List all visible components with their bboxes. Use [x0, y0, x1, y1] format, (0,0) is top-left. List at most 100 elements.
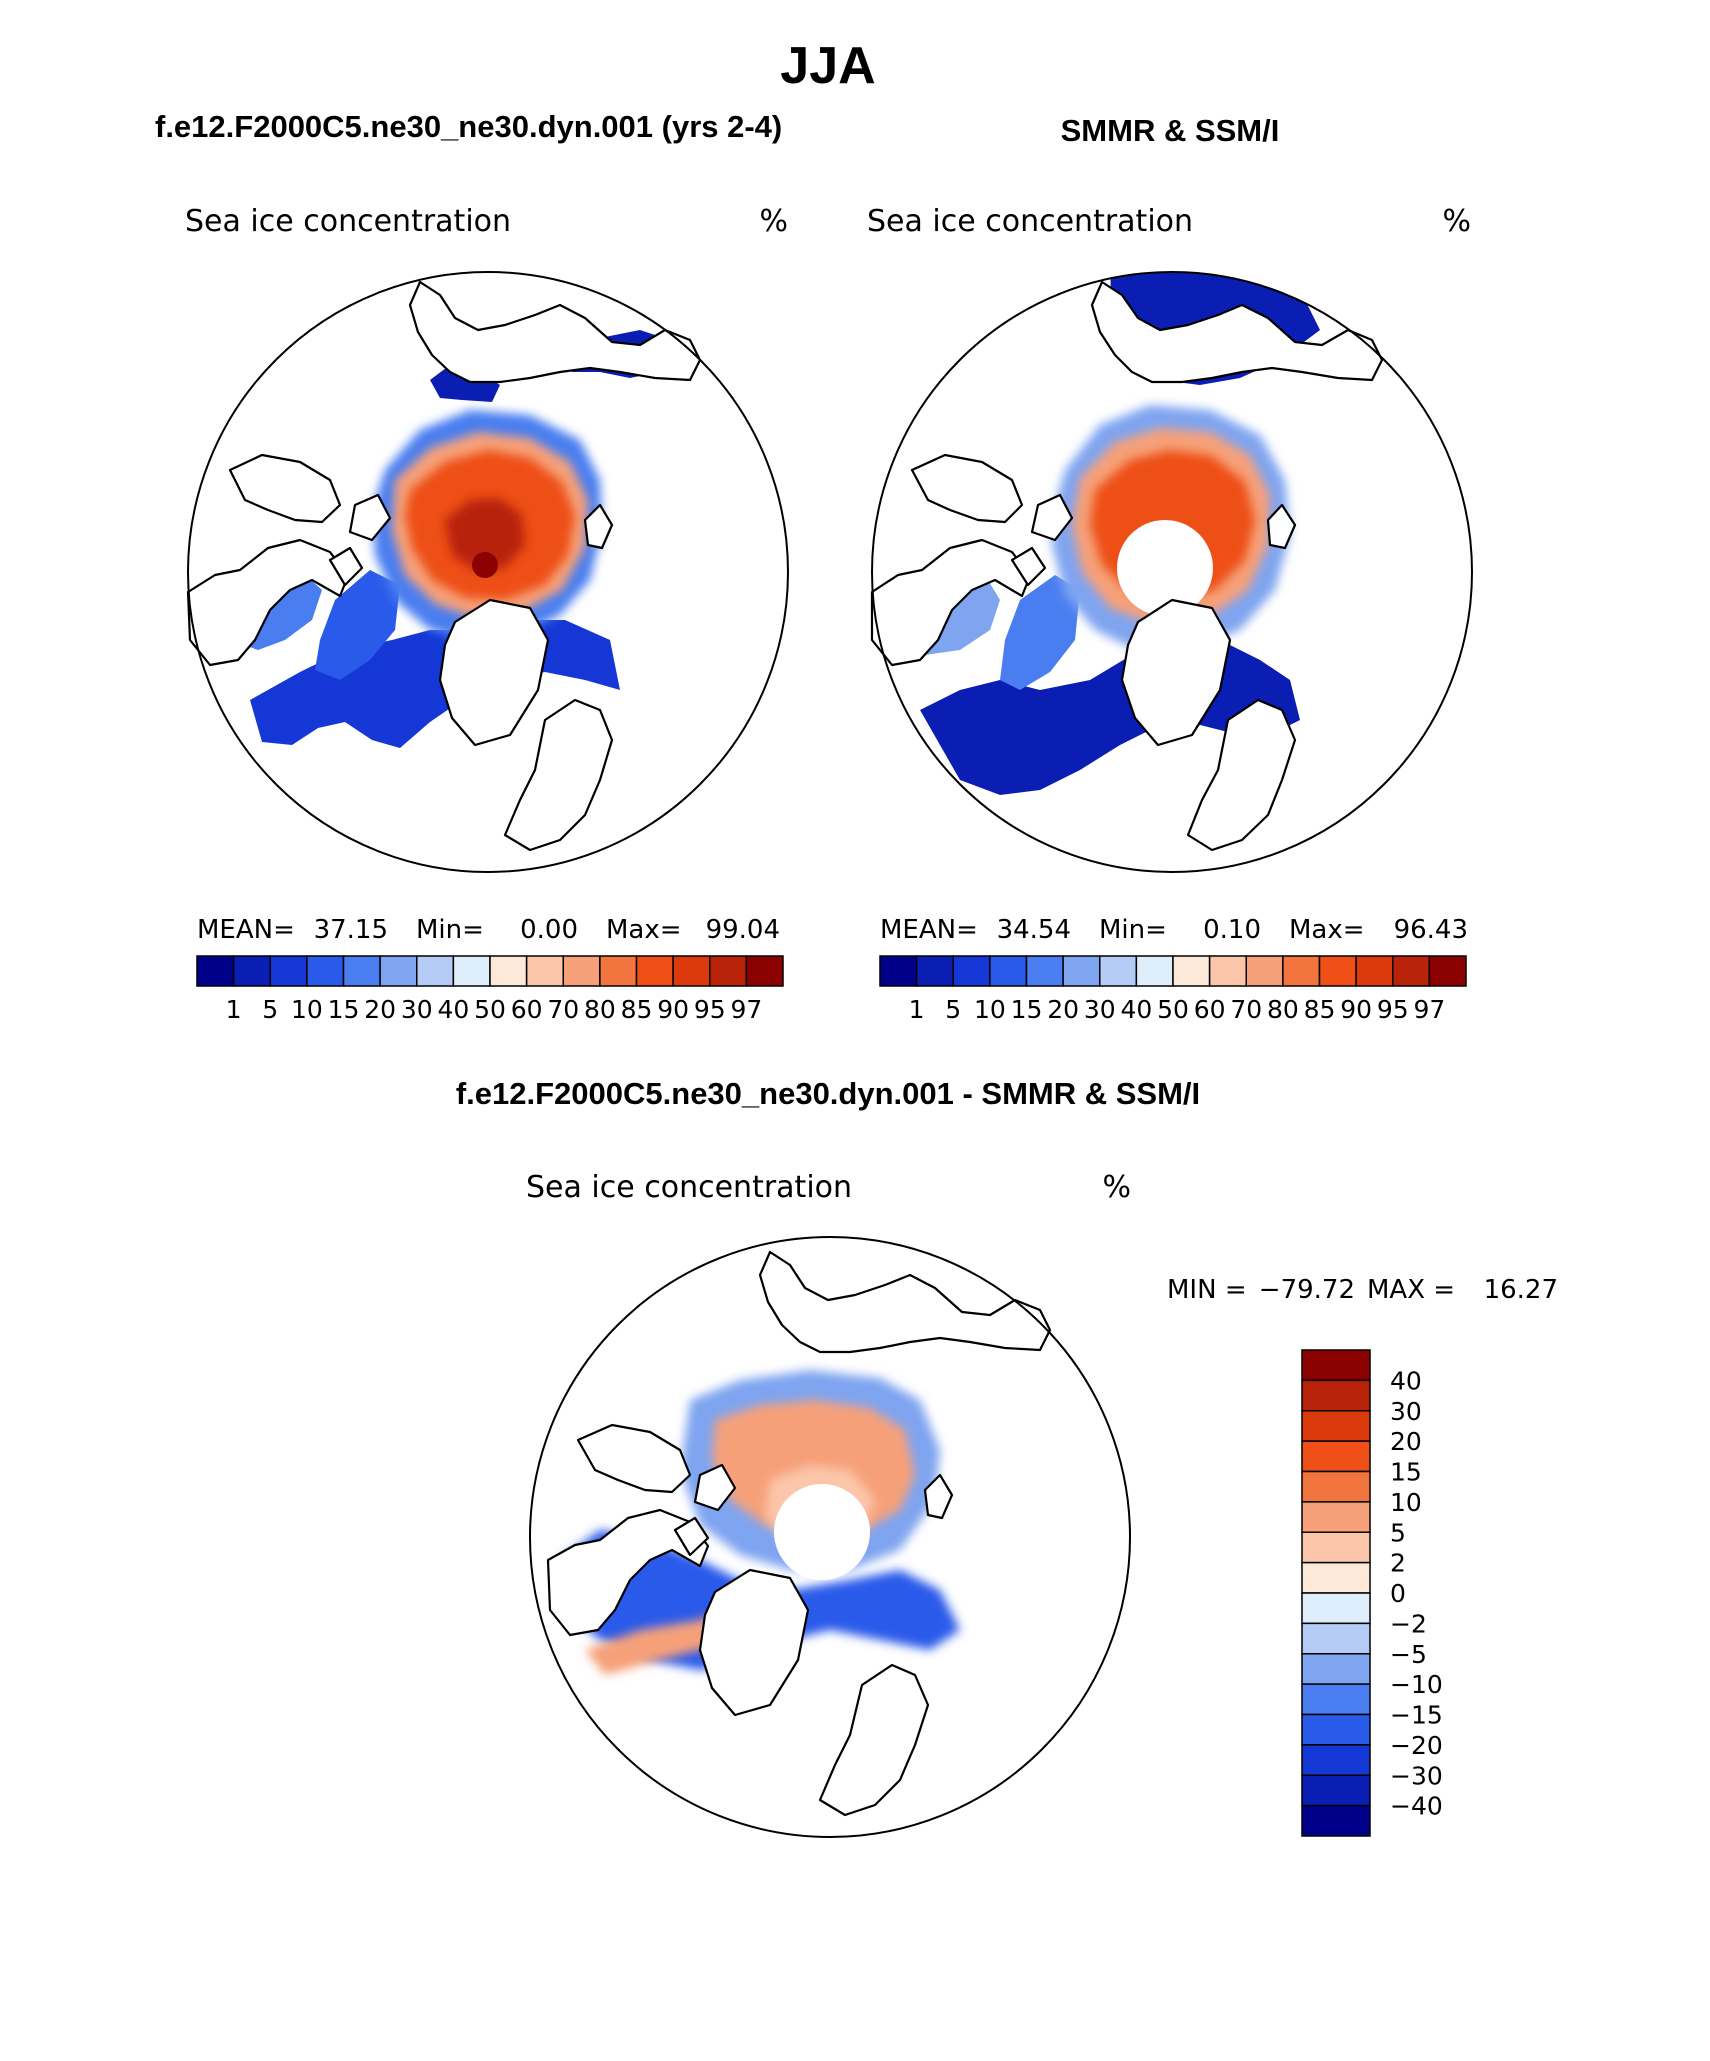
colorbar-3-tick-label: 30: [1390, 1397, 1422, 1426]
map-1-ice-max: [472, 552, 498, 578]
panel-1-mean-label: MEAN=: [197, 915, 295, 945]
panel-2-max-value: 96.43: [1394, 915, 1468, 945]
colorbar-3-tick-label: −10: [1390, 1670, 1443, 1699]
map-1-canada: [186, 538, 350, 667]
colorbar-2-swatch: [1392, 955, 1431, 987]
colorbar-2: 1 5 10 15 20 30 40 50 60 70 80 85 90 95 97: [879, 955, 1467, 1024]
map-2-canada: [870, 538, 1032, 667]
colorbar-3-tick-label: −40: [1390, 1792, 1443, 1821]
panel-3-max-label: MAX =: [1367, 1275, 1455, 1305]
panel-3-title: f.e12.F2000C5.ne30_ne30.dyn.001 - SMMR &…: [456, 1076, 1200, 1111]
colorbar-3-tick-label: −15: [1390, 1701, 1443, 1730]
colorbar-2-swatch: [1282, 955, 1321, 987]
colorbar-1-swatch: [416, 955, 455, 987]
colorbar-3-tick-label: −5: [1390, 1640, 1427, 1669]
colorbar-2-tick-label: 97: [1413, 995, 1445, 1024]
map-1-ice-baffin: [315, 570, 400, 680]
panel-2-min-value: 0.10: [1203, 915, 1261, 945]
map-1-alaska: [228, 453, 342, 524]
colorbar-3-tick-label: 2: [1390, 1549, 1406, 1578]
panel-1-min-value: 0.00: [520, 915, 578, 945]
colorbar-1-swatch: [232, 955, 271, 987]
map-3-canada: [546, 1508, 710, 1637]
map-3-alaska: [576, 1423, 692, 1494]
map-3: [529, 1236, 1131, 1838]
panel-1-mean-value: 37.15: [314, 915, 388, 945]
map-2-ice-baffin: [1000, 575, 1080, 690]
colorbar-1-swatch: [525, 955, 564, 987]
colorbar-3-swatch: [1301, 1804, 1371, 1837]
map-3-pole-hole: [774, 1484, 870, 1580]
panel-1-max-value: 99.04: [706, 915, 780, 945]
map-3-siberia: [758, 1250, 1052, 1354]
panel-3-min-value: −79.72: [1259, 1275, 1355, 1305]
colorbar-1-swatch: [745, 955, 784, 987]
colorbar-1-swatch: [379, 955, 418, 987]
colorbar-1-tick-label: 50: [474, 995, 506, 1024]
colorbar-2-swatch: [1318, 955, 1357, 987]
panel-2-units: %: [1442, 204, 1471, 239]
panel-2-subtitle: Sea ice concentration: [867, 204, 1193, 239]
colorbar-2-tick-label: 70: [1230, 995, 1262, 1024]
colorbar-1-tick-label: 20: [364, 995, 396, 1024]
map-3-novaya-zemlya: [923, 1473, 954, 1520]
map-1-novaya-zemlya: [583, 503, 614, 550]
colorbar-1-tick-label: 90: [657, 995, 689, 1024]
colorbar-2-tick-label: 95: [1377, 995, 1409, 1024]
colorbar-3-tick-label: 10: [1390, 1488, 1422, 1517]
colorbar-1-swatch: [452, 955, 491, 987]
map-1-europe: [503, 698, 614, 852]
colorbar-2-tick-label: 15: [1011, 995, 1043, 1024]
map-2-boundary: [871, 271, 1473, 873]
map-2-pole-hole: [1117, 520, 1213, 616]
map-1-siberia: [408, 280, 702, 384]
colorbar-1-swatch: [599, 955, 638, 987]
colorbar-2-swatch: [952, 955, 991, 987]
colorbar-1-swatch: [672, 955, 711, 987]
panel-1-subtitle: Sea ice concentration: [185, 204, 511, 239]
colorbar-1-tick-label: 1: [226, 995, 242, 1024]
colorbar-2-tick-label: 80: [1267, 995, 1299, 1024]
colorbar-1-swatch: [342, 955, 381, 987]
colorbar-2-swatch: [1172, 955, 1211, 987]
colorbar-3-swatch: [1301, 1531, 1371, 1564]
colorbar-3-tick-label: 15: [1390, 1458, 1422, 1487]
map-1-ice-core: [445, 498, 525, 570]
colorbar-1-swatch: [306, 955, 345, 987]
colorbar-1-tick-label: 40: [437, 995, 469, 1024]
map-2-alaska: [910, 453, 1024, 524]
colorbar-3-swatch: [1301, 1349, 1371, 1382]
map-3-europe: [818, 1663, 930, 1817]
colorbar-2-swatch: [1208, 955, 1247, 987]
map-2-siberia: [1090, 280, 1384, 384]
colorbar-3-tick-label: 20: [1390, 1427, 1422, 1456]
colorbar-1-tick-label: 97: [730, 995, 762, 1024]
panel-1-max-label: Max=: [606, 915, 682, 945]
colorbar-3-swatch: [1301, 1622, 1371, 1655]
map-2-greenland: [1120, 598, 1232, 747]
colorbar-3-tick-label: 40: [1390, 1366, 1422, 1395]
colorbar-2-swatch: [915, 955, 954, 987]
colorbar-2-swatch: [1135, 955, 1174, 987]
colorbar-1-swatch: [562, 955, 601, 987]
colorbar-1-swatch: [635, 955, 674, 987]
panel-3-subtitle: Sea ice concentration: [526, 1170, 852, 1205]
map-2: [870, 271, 1473, 873]
map-1-arctic-islands: [328, 493, 392, 587]
panel-2-mean-label: MEAN=: [880, 915, 978, 945]
colorbar-2-tick-label: 85: [1304, 995, 1336, 1024]
figure-title: JJA: [780, 37, 875, 95]
colorbar-2-tick-label: 1: [909, 995, 925, 1024]
colorbar-3-tick-label: −2: [1390, 1609, 1427, 1638]
colorbar-2-tick-label: 5: [945, 995, 961, 1024]
colorbar-2-tick-label: 60: [1194, 995, 1226, 1024]
map-1-boundary: [187, 271, 789, 873]
colorbar-3-swatch: [1301, 1379, 1371, 1412]
colorbar-1-tick-label: 95: [694, 995, 726, 1024]
colorbar-3-swatch: [1301, 1470, 1371, 1503]
colorbar-3-swatch: [1301, 1561, 1371, 1594]
colorbar-2-swatch: [1355, 955, 1394, 987]
colorbar-3-tick-label: −20: [1390, 1731, 1443, 1760]
colorbar-1-tick-label: 80: [584, 995, 616, 1024]
